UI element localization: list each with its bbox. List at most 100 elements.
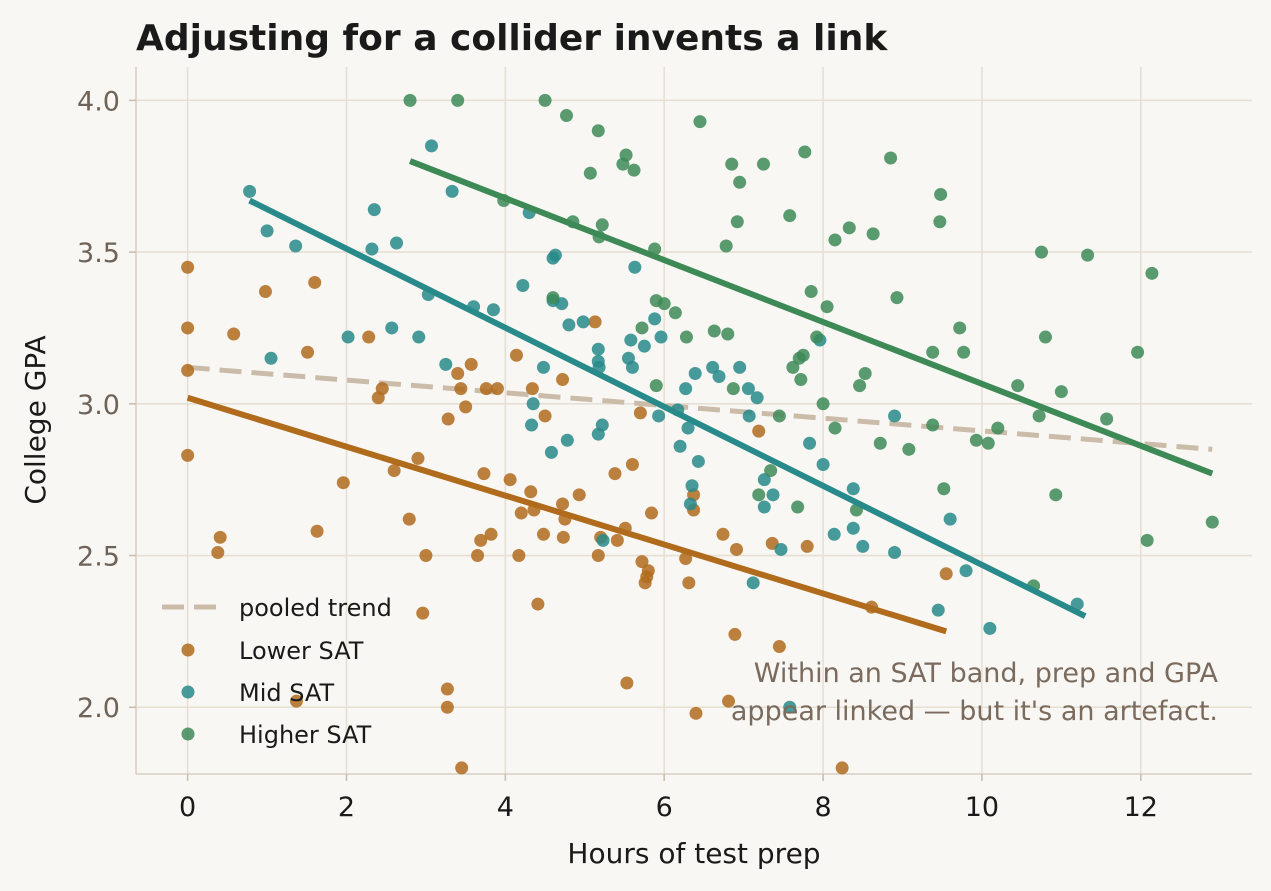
lower-sat-point <box>479 382 493 396</box>
x-axis-label: Hours of test prep <box>567 837 820 870</box>
lower-sat-point <box>451 366 465 380</box>
lower-sat-point <box>181 260 195 274</box>
mid-sat-point <box>243 184 257 198</box>
pooled-trend <box>187 364 1213 452</box>
mid-sat-point <box>774 542 788 556</box>
mid-sat-point <box>439 357 453 371</box>
x-tick-label: 4 <box>497 792 514 823</box>
lower-sat-point <box>620 676 634 690</box>
higher-sat-point <box>794 373 808 387</box>
mid-sat-point <box>628 260 642 274</box>
higher-sat-point <box>890 291 904 305</box>
mid-sat-point <box>654 330 668 344</box>
higher-sat-point <box>538 93 552 107</box>
mid-sat-point <box>959 564 973 578</box>
lower-sat-point <box>722 694 736 708</box>
higher-sat-point <box>725 157 739 171</box>
higher-sat-point <box>1145 266 1159 280</box>
legend-higher-sat-label: Higher SAT <box>239 721 372 749</box>
higher-sat-point <box>635 321 649 335</box>
mid-sat-point <box>888 409 902 423</box>
lower-sat-point <box>729 542 743 556</box>
legend-lower-sat-swatch <box>181 643 195 657</box>
higher-sat-point <box>853 379 867 393</box>
lower-sat-point <box>800 539 814 553</box>
lower-sat-point <box>531 597 545 611</box>
higher-sat-point <box>772 409 786 423</box>
higher-sat-point <box>1035 245 1049 259</box>
higher-sat-point <box>657 297 671 311</box>
mid-sat-point <box>637 339 651 353</box>
legend-higher-sat-swatch <box>181 727 195 741</box>
mid-sat-point <box>685 479 699 493</box>
lower-sat-point <box>572 488 586 502</box>
mid-sat-point <box>846 521 860 535</box>
annotation: Within an SAT band, prep and GPA appear … <box>731 658 1219 727</box>
lower-sat-point <box>308 275 322 289</box>
mid-sat-point <box>706 360 720 374</box>
mid-sat-point <box>367 203 381 217</box>
mid-sat-point <box>688 366 702 380</box>
higher-sat-point <box>884 151 898 165</box>
higher-sat-point <box>546 291 560 305</box>
mid-sat-point <box>691 454 705 468</box>
higher-sat-point <box>619 148 633 162</box>
mid-sat-point <box>385 321 399 335</box>
lower-sat-point <box>939 567 953 581</box>
mid-sat-point <box>412 330 426 344</box>
mid-sat-point <box>652 409 666 423</box>
mid-sat-point <box>264 351 278 365</box>
lower-sat-point <box>503 473 517 487</box>
lower-sat-point <box>471 549 485 563</box>
lower-sat-point <box>181 321 195 335</box>
mid-sat-point <box>648 312 662 326</box>
x-tick-label: 2 <box>338 792 355 823</box>
pooled-trend-line <box>187 364 1213 452</box>
higher-sat-point <box>693 115 707 129</box>
higher-sat-point <box>757 157 771 171</box>
higher-sat-fit-line <box>408 158 1214 477</box>
mid-sat-point <box>683 497 697 511</box>
lower-sat-point <box>525 382 539 396</box>
y-tick-label: 4.0 <box>77 86 120 117</box>
lower-sat-point <box>336 476 350 490</box>
axes <box>135 67 1252 775</box>
mid-sat-point <box>624 333 638 347</box>
lower-sat-point <box>635 555 649 569</box>
higher-sat-point <box>783 209 797 223</box>
lower-sat-point <box>402 512 416 526</box>
mid-sat-point <box>486 303 500 317</box>
higher-sat-point <box>969 433 983 447</box>
legend: pooled trend Lower SAT Mid SAT Higher SAT <box>162 594 392 749</box>
lower-sat-point <box>689 706 703 720</box>
mid-sat-point <box>595 418 609 432</box>
mid-sat-point <box>390 236 404 250</box>
higher-sat-point <box>764 464 778 478</box>
higher-sat-point <box>796 348 810 362</box>
y-tick-label: 3.0 <box>77 390 120 421</box>
higher-sat-point <box>873 436 887 450</box>
lower-sat-point <box>610 533 624 547</box>
lower-sat-point <box>728 627 742 641</box>
higher-sat-point <box>858 366 872 380</box>
higher-sat-point <box>1054 385 1068 399</box>
higher-sat-point <box>679 330 693 344</box>
mid-sat-point <box>516 278 530 292</box>
higher-sat-point <box>595 218 609 232</box>
lower-sat-point <box>258 285 272 299</box>
legend-pooled-trend-label: pooled trend <box>239 594 392 622</box>
higher-sat-point <box>591 124 605 138</box>
mid-sat-point <box>679 382 693 396</box>
x-tick-label: 12 <box>1124 792 1158 823</box>
lower-sat-point <box>375 382 389 396</box>
legend-mid-sat-label: Mid SAT <box>239 679 334 707</box>
y-tick-label: 2.0 <box>77 693 120 724</box>
mid-sat-point <box>741 382 755 396</box>
lower-sat-point <box>181 363 195 377</box>
lower-sat-point <box>477 467 491 481</box>
lower-sat-point <box>679 552 693 566</box>
higher-sat-point <box>1205 515 1219 529</box>
higher-sat-point <box>933 215 947 229</box>
lower-sat-point <box>716 527 730 541</box>
